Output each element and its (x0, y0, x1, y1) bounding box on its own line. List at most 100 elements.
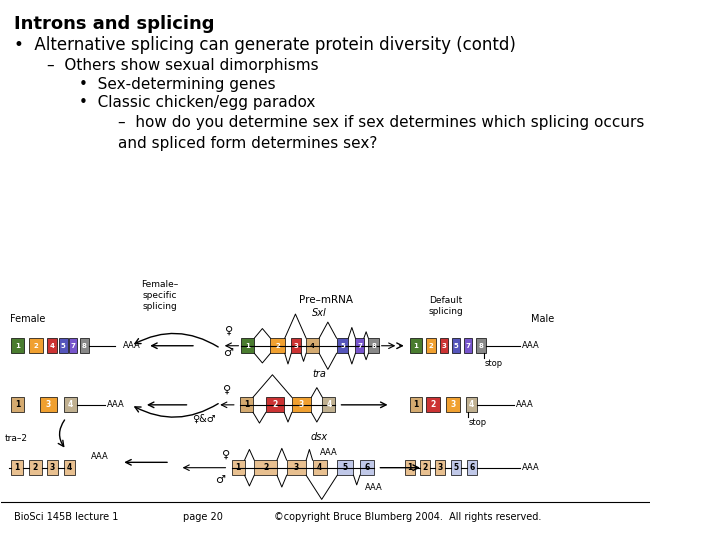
Text: 8: 8 (82, 343, 87, 349)
FancyBboxPatch shape (59, 338, 68, 353)
Text: 3: 3 (294, 343, 299, 349)
Text: ♀&♂: ♀&♂ (192, 414, 215, 424)
Text: 4: 4 (317, 463, 323, 472)
Text: AAA: AAA (522, 341, 540, 350)
Text: 4: 4 (469, 400, 474, 409)
Text: –  Others show sexual dimorphisms: – Others show sexual dimorphisms (47, 58, 318, 73)
Text: 6: 6 (469, 463, 474, 472)
FancyBboxPatch shape (369, 338, 379, 353)
Text: 3: 3 (50, 463, 55, 472)
Text: Introns and splicing: Introns and splicing (14, 15, 215, 33)
Text: 1: 1 (408, 463, 413, 472)
FancyBboxPatch shape (466, 397, 477, 413)
Text: •  Classic chicken/egg paradox: • Classic chicken/egg paradox (79, 96, 315, 110)
Text: stop: stop (485, 359, 503, 368)
Text: 1: 1 (246, 343, 251, 349)
Text: 5: 5 (454, 463, 459, 472)
Text: •  Alternative splicing can generate protein diversity (contd): • Alternative splicing can generate prot… (14, 36, 516, 55)
Text: 3: 3 (46, 400, 51, 409)
FancyBboxPatch shape (80, 338, 89, 353)
FancyBboxPatch shape (29, 460, 42, 475)
Text: 1: 1 (14, 463, 19, 472)
Text: 1: 1 (15, 400, 20, 409)
Text: Default
splicing: Default splicing (428, 296, 463, 316)
FancyBboxPatch shape (40, 397, 56, 413)
FancyBboxPatch shape (232, 460, 245, 475)
FancyBboxPatch shape (360, 460, 374, 475)
Text: 8: 8 (371, 343, 376, 349)
Text: 2: 2 (428, 343, 433, 349)
Text: ♀: ♀ (222, 449, 230, 460)
Text: 7: 7 (357, 343, 362, 349)
Text: AAA: AAA (91, 453, 109, 462)
FancyBboxPatch shape (240, 397, 253, 413)
Text: page 20: page 20 (183, 512, 222, 522)
Text: 2: 2 (33, 343, 38, 349)
Text: 1: 1 (244, 400, 249, 409)
FancyBboxPatch shape (69, 338, 77, 353)
FancyBboxPatch shape (435, 460, 445, 475)
Text: •  Sex-determining genes: • Sex-determining genes (79, 77, 276, 92)
FancyBboxPatch shape (426, 338, 436, 353)
FancyBboxPatch shape (356, 338, 364, 353)
Text: 6: 6 (364, 463, 369, 472)
Text: Sxl: Sxl (312, 308, 326, 318)
FancyBboxPatch shape (476, 338, 486, 353)
FancyBboxPatch shape (452, 338, 460, 353)
Text: 4: 4 (67, 463, 72, 472)
Text: 3: 3 (450, 400, 455, 409)
FancyBboxPatch shape (446, 397, 460, 413)
FancyBboxPatch shape (405, 460, 415, 475)
FancyBboxPatch shape (287, 460, 306, 475)
Text: 1: 1 (15, 343, 20, 349)
FancyBboxPatch shape (11, 397, 24, 413)
Text: 3: 3 (437, 463, 442, 472)
Text: tra–2: tra–2 (4, 434, 27, 443)
Text: ♀: ♀ (223, 385, 232, 395)
FancyBboxPatch shape (312, 460, 327, 475)
Text: 4: 4 (50, 343, 55, 349)
FancyBboxPatch shape (271, 338, 284, 353)
Text: 4: 4 (326, 400, 331, 409)
Text: 1: 1 (413, 400, 418, 409)
Text: AAA: AAA (107, 400, 125, 409)
Text: AAA: AAA (320, 449, 338, 457)
Text: 1: 1 (413, 343, 418, 349)
Text: tra: tra (312, 369, 326, 379)
FancyBboxPatch shape (63, 460, 76, 475)
FancyBboxPatch shape (292, 397, 311, 413)
Text: 5: 5 (61, 343, 66, 349)
FancyBboxPatch shape (11, 338, 24, 353)
Text: AAA: AAA (365, 483, 383, 492)
FancyBboxPatch shape (48, 338, 56, 353)
Text: –  how do you determine sex if sex determines which splicing occurs
and spliced : – how do you determine sex if sex determ… (118, 115, 644, 151)
Text: dsx: dsx (310, 432, 328, 442)
Text: AAA: AAA (522, 463, 540, 472)
Text: 8: 8 (479, 343, 483, 349)
FancyBboxPatch shape (241, 338, 254, 353)
FancyBboxPatch shape (426, 397, 441, 413)
Text: stop: stop (468, 418, 487, 427)
FancyBboxPatch shape (291, 338, 301, 353)
FancyBboxPatch shape (11, 460, 23, 475)
Text: 1: 1 (235, 463, 240, 472)
FancyBboxPatch shape (464, 338, 472, 353)
Text: BioSci 145B lecture 1: BioSci 145B lecture 1 (14, 512, 119, 522)
Text: 4: 4 (68, 400, 73, 409)
FancyBboxPatch shape (306, 338, 319, 353)
FancyBboxPatch shape (337, 338, 348, 353)
Text: 3: 3 (441, 343, 446, 349)
Text: AAA: AAA (123, 341, 141, 350)
Text: Pre–mRNA: Pre–mRNA (299, 295, 353, 306)
Text: 7: 7 (466, 343, 471, 349)
Text: 2: 2 (263, 463, 269, 472)
FancyBboxPatch shape (451, 460, 461, 475)
FancyBboxPatch shape (323, 397, 336, 413)
Text: Female–
specific
splicing: Female– specific splicing (142, 280, 179, 311)
FancyBboxPatch shape (266, 397, 284, 413)
Text: Male: Male (531, 314, 554, 324)
Text: Female: Female (9, 314, 45, 324)
FancyBboxPatch shape (337, 460, 354, 475)
Text: ♂: ♂ (223, 348, 233, 358)
FancyBboxPatch shape (410, 397, 421, 413)
